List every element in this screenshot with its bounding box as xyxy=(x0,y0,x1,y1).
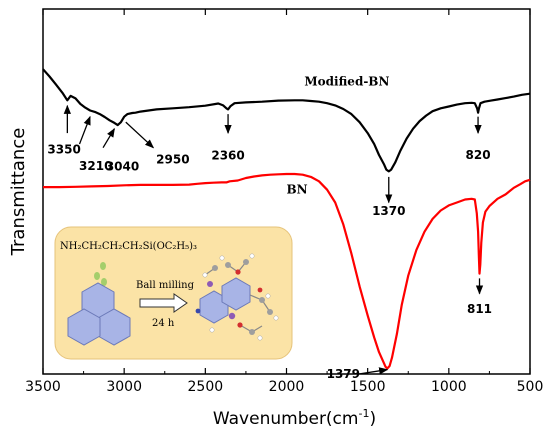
time-label: 24 h xyxy=(152,318,175,329)
peak-label-811: 811 xyxy=(467,302,492,316)
plot-area: 3500 3000 2500 2000 1500 1000 500 Wavenumber(cm… xyxy=(8,8,544,429)
peak-label-820: 820 xyxy=(466,148,491,162)
peak-label-2950: 2950 xyxy=(156,152,189,166)
series-modified-bn xyxy=(42,68,531,173)
inset-schematic: NH₂CH₂CH₂CH₂Si(OC₂H₅)₃ Ball milling 24 h xyxy=(54,226,293,360)
process-arrow-icon xyxy=(139,293,188,313)
peak-label-1379: 1379 xyxy=(327,367,360,381)
x-tick-label: 1500 xyxy=(350,379,386,395)
series-label: BN xyxy=(287,182,308,196)
peak-label-1370: 1370 xyxy=(372,204,405,218)
peak-arrow-3040 xyxy=(102,127,115,149)
modified-bn-molecule-icon xyxy=(195,253,279,341)
series-bn xyxy=(43,172,531,370)
x-tick-label: 2000 xyxy=(269,379,305,395)
series-label: Modified-BN xyxy=(304,75,389,89)
peak-label-3210: 3210 xyxy=(79,159,112,173)
inset-formula: NH₂CH₂CH₂CH₂Si(OC₂H₅)₃ xyxy=(60,241,197,252)
process-label: Ball milling xyxy=(136,280,195,291)
peak-arrow-3210 xyxy=(78,115,91,145)
x-tick-label: 500 xyxy=(517,379,544,395)
x-tick-label: 2500 xyxy=(188,379,224,395)
peak-label-3040: 3040 xyxy=(106,160,139,174)
x-tick-label: 3000 xyxy=(106,379,142,395)
x-axis-label: Wavenumber(cm-1) xyxy=(213,407,376,429)
peak-label-2360: 2360 xyxy=(211,149,244,163)
peak-label-3350: 3350 xyxy=(47,143,80,157)
peak-arrow-2950 xyxy=(125,121,155,149)
x-tick-label: 1000 xyxy=(431,379,467,395)
peak-arrow-1379 xyxy=(358,367,389,375)
x-tick-label: 3500 xyxy=(25,379,61,395)
y-axis-label: Transmittance xyxy=(8,128,29,257)
bn-hexagons-icon xyxy=(67,282,131,346)
